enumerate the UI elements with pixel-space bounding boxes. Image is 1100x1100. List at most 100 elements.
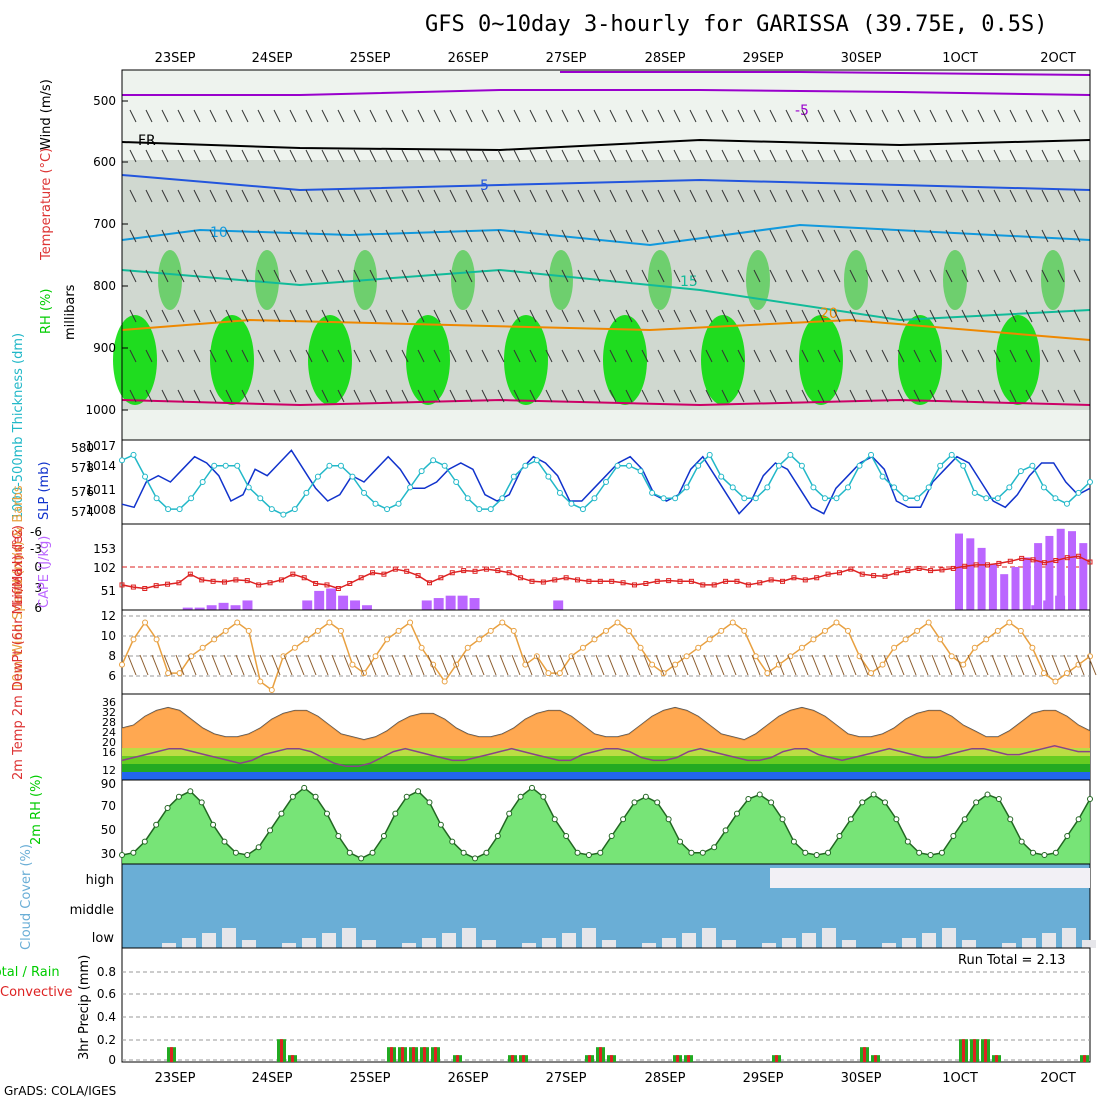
rh-line-marker — [415, 788, 422, 795]
wind-barb — [641, 309, 649, 323]
lifted-index-line-marker — [848, 566, 854, 572]
wind-speed-line-marker — [983, 636, 990, 643]
wind-speed-line-marker — [729, 619, 736, 626]
wind-barb — [881, 349, 889, 363]
date-label-bottom: 23SEP — [155, 1071, 196, 1086]
lifted-index-line-marker — [745, 582, 751, 588]
thickness-line-marker — [775, 462, 782, 469]
lifted-index-line-marker — [939, 567, 945, 573]
wind-barb — [199, 654, 209, 676]
lifted-index-line-marker — [529, 578, 535, 584]
rh-line-marker — [699, 849, 706, 856]
wind-barb — [673, 389, 681, 403]
thickness-line-marker — [234, 462, 241, 469]
lifted-index-line-marker — [176, 580, 182, 586]
contour-label: FR — [138, 133, 156, 149]
wind-barb — [369, 349, 377, 363]
cape-bar — [1022, 557, 1031, 610]
wind-barb — [609, 349, 617, 363]
wind-barb — [321, 269, 329, 283]
wind-speed-line-marker — [902, 636, 909, 643]
lifted-index-line-marker — [1064, 555, 1070, 561]
wind-barb — [273, 229, 281, 243]
lifted-index-line-marker — [335, 586, 341, 591]
wind-barb — [529, 269, 537, 283]
wind-barb — [289, 189, 297, 203]
lifted-index-line-marker — [301, 575, 307, 581]
wind-speed-line-marker — [683, 653, 690, 660]
wind-barb — [401, 109, 409, 123]
thickness-line-marker — [614, 462, 621, 469]
wind-barb — [1025, 149, 1033, 163]
ylabel-lifted-index: Lifted Index — [11, 528, 26, 605]
cape-tick: 51 — [101, 584, 116, 598]
date-label-bottom: 28SEP — [645, 1071, 686, 1086]
precip-bar-convective — [511, 1055, 514, 1062]
rh-line-marker — [745, 796, 752, 803]
wind-barb — [497, 269, 505, 283]
wind-barb — [305, 309, 313, 323]
thickness-line-marker — [752, 495, 759, 502]
wind-barb — [129, 269, 137, 283]
wind-barb — [481, 349, 489, 363]
wind-barb — [689, 269, 697, 283]
wind-barb — [289, 349, 297, 363]
wind-barb — [913, 349, 921, 363]
wind-barb — [641, 389, 649, 403]
cape-bar — [1056, 528, 1065, 610]
wind-barb — [1057, 229, 1065, 243]
wind-barb — [511, 654, 521, 676]
cape-bar — [326, 588, 337, 610]
wind-barb — [337, 269, 345, 283]
wind-barb — [225, 269, 233, 283]
wind-barb — [865, 309, 873, 323]
rh-line-marker — [232, 849, 239, 856]
cloud-low-block — [342, 928, 356, 948]
wind-barb — [385, 189, 393, 203]
wind-barb — [801, 269, 809, 283]
wind-barb — [673, 269, 681, 283]
wind-speed-line-marker — [591, 636, 598, 643]
wind-barb — [523, 654, 533, 676]
wind-barb — [353, 349, 361, 363]
wind-barb — [145, 149, 153, 163]
wind-barb — [657, 269, 665, 283]
thickness-line-marker — [937, 462, 944, 469]
rh-line-marker — [1041, 852, 1048, 859]
wind-speed-line-marker — [211, 636, 218, 643]
wind-speed-line-marker — [165, 670, 172, 677]
lifted-index-line-marker — [142, 586, 148, 591]
wind-speed-line-marker — [937, 636, 944, 643]
wind-barb — [305, 389, 313, 403]
wind-speed-line-marker — [395, 627, 402, 634]
date-label-bottom: 26SEP — [448, 1071, 489, 1086]
wind-barb — [177, 109, 185, 123]
precip-tick: 0.4 — [97, 1010, 116, 1024]
wind-barb — [449, 229, 457, 243]
wind-barb — [913, 309, 921, 323]
lifted-index-line-marker — [187, 571, 193, 577]
wind-barb — [289, 229, 297, 243]
wind-barb — [977, 269, 985, 283]
wind-barb — [1025, 229, 1033, 243]
cloud-low-block — [162, 943, 176, 948]
precip-bar-convective — [588, 1055, 591, 1062]
wind-speed-line-marker — [971, 644, 978, 651]
wind-barb — [529, 149, 537, 163]
rh-line-marker — [574, 849, 581, 856]
wind-barb — [257, 269, 265, 283]
wind-barb — [673, 229, 681, 243]
wind-barb — [769, 229, 777, 243]
temp-tick: 24 — [102, 726, 116, 739]
wind-barb — [859, 654, 869, 676]
thickness-line-marker — [868, 451, 875, 458]
wind-barb — [689, 309, 697, 323]
wind-barb — [835, 654, 845, 676]
wind-barb — [721, 309, 729, 323]
rh-line-marker — [335, 833, 342, 839]
wind-barb — [705, 389, 713, 403]
wind-barb — [481, 229, 489, 243]
wind-barb — [161, 149, 169, 163]
wind-barb — [449, 149, 457, 163]
precip-bar-convective — [423, 1047, 426, 1062]
